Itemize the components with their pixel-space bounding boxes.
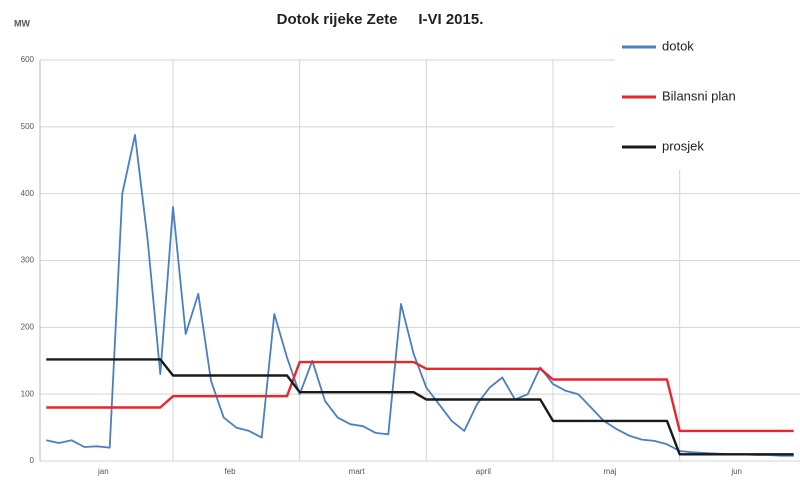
legend-label: dotok xyxy=(662,38,694,53)
x-tick-label: feb xyxy=(224,467,236,476)
y-axis-label: MW xyxy=(14,18,30,28)
legend-label: prosjek xyxy=(662,138,704,153)
y-tick-label: 100 xyxy=(21,389,35,398)
y-tick-label: 500 xyxy=(21,122,35,131)
x-tick-label: jan xyxy=(97,467,109,476)
x-tick-label: april xyxy=(476,467,491,476)
x-tick-label: jun xyxy=(730,467,742,476)
y-tick-label: 400 xyxy=(21,189,35,198)
legend-label: Bilansni plan xyxy=(662,88,736,103)
series-line xyxy=(46,360,794,433)
series-line xyxy=(46,358,794,456)
y-tick-label: 300 xyxy=(21,256,35,265)
x-tick-label: mart xyxy=(349,467,366,476)
y-tick-label: 200 xyxy=(21,322,35,331)
y-tick-label: 600 xyxy=(21,55,35,64)
chart-title: Dotok rijeke Zete I-VI 2015. xyxy=(277,11,484,28)
x-tick-label: maj xyxy=(604,467,617,476)
y-tick-label: 0 xyxy=(30,456,35,465)
series-line xyxy=(46,134,794,457)
